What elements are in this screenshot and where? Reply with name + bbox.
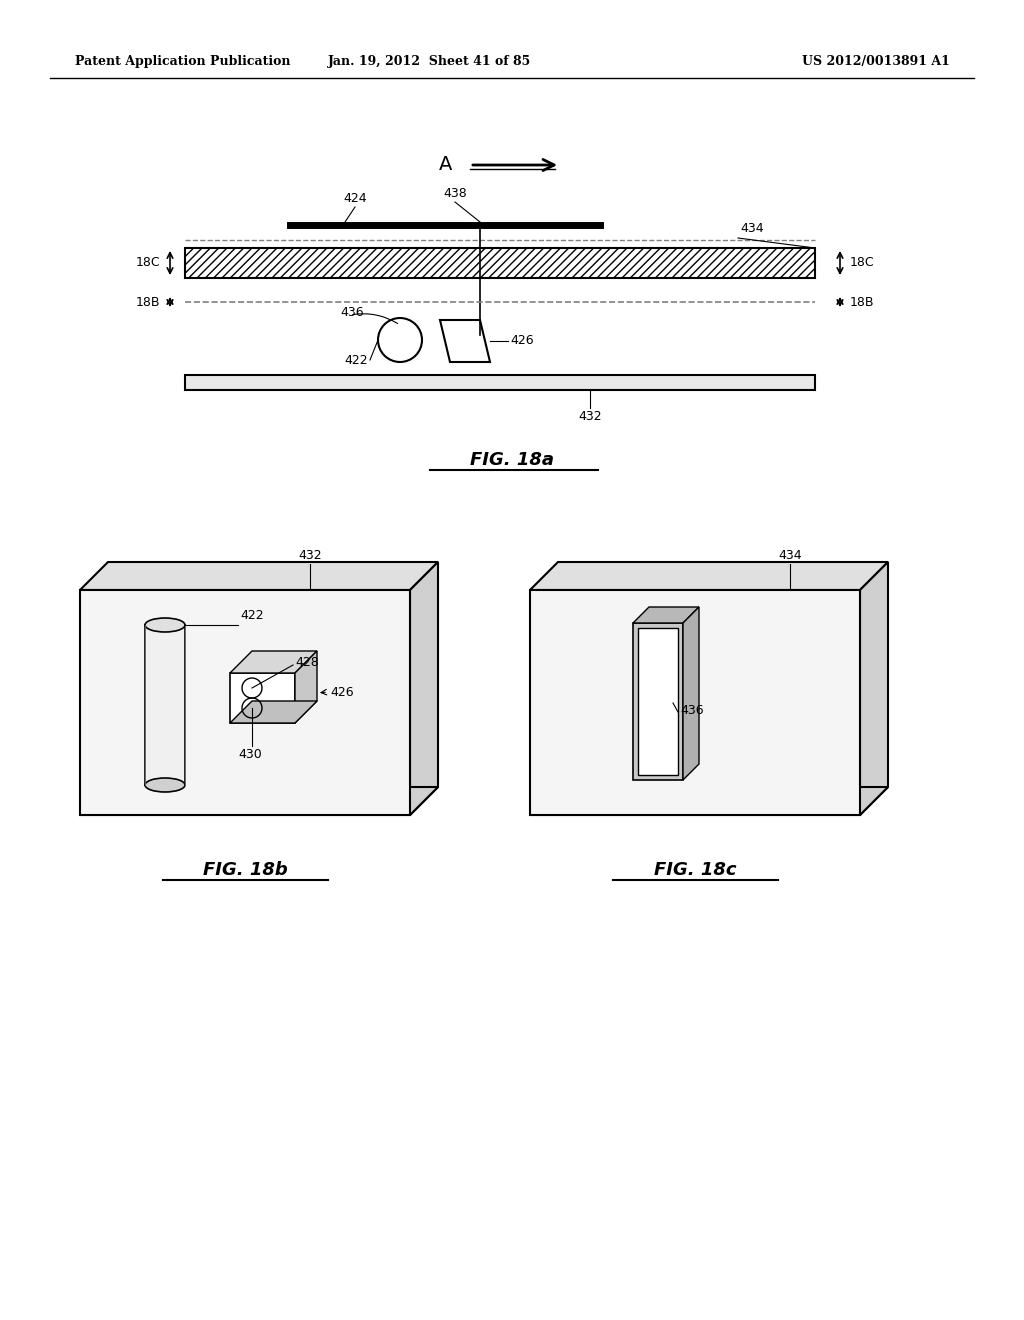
Text: 436: 436 [340,306,364,319]
Text: FIG. 18c: FIG. 18c [653,861,736,879]
Bar [230,673,295,723]
Polygon shape [230,651,317,673]
Polygon shape [683,607,699,780]
Text: 432: 432 [298,549,322,562]
Text: US 2012/0013891 A1: US 2012/0013891 A1 [802,55,950,69]
Polygon shape [440,319,490,362]
Ellipse shape [145,777,185,792]
Bar [633,623,683,780]
Bar [145,624,185,785]
Text: 422: 422 [344,354,368,367]
Polygon shape [530,562,888,590]
Text: FIG. 18a: FIG. 18a [470,451,554,469]
Text: 426: 426 [330,685,353,698]
Text: 434: 434 [778,549,802,562]
Text: 434: 434 [740,222,764,235]
Ellipse shape [145,618,185,632]
Bar [185,248,815,279]
Text: 18B: 18B [850,296,874,309]
Text: 18C: 18C [850,256,874,269]
Text: 426: 426 [510,334,534,346]
Text: Patent Application Publication: Patent Application Publication [75,55,291,69]
Text: 18C: 18C [135,256,160,269]
Text: 430: 430 [239,748,262,762]
Text: 436: 436 [680,704,703,717]
Text: Jan. 19, 2012  Sheet 41 of 85: Jan. 19, 2012 Sheet 41 of 85 [329,55,531,69]
Text: 424: 424 [343,191,367,205]
Text: 438: 438 [443,187,467,201]
Text: FIG. 18b: FIG. 18b [203,861,288,879]
Polygon shape [230,701,317,723]
Text: 432: 432 [579,411,602,422]
Text: A: A [438,156,452,174]
Polygon shape [295,651,317,723]
Polygon shape [410,562,438,814]
Text: 428: 428 [295,656,318,668]
Polygon shape [530,787,888,814]
Bar [638,628,678,775]
Polygon shape [633,607,699,623]
Text: 18B: 18B [135,296,160,309]
Bar [80,590,410,814]
Polygon shape [80,562,438,590]
Polygon shape [80,787,438,814]
Bar [530,590,860,814]
Bar [185,375,815,389]
Text: 422: 422 [240,609,263,622]
Polygon shape [860,562,888,814]
